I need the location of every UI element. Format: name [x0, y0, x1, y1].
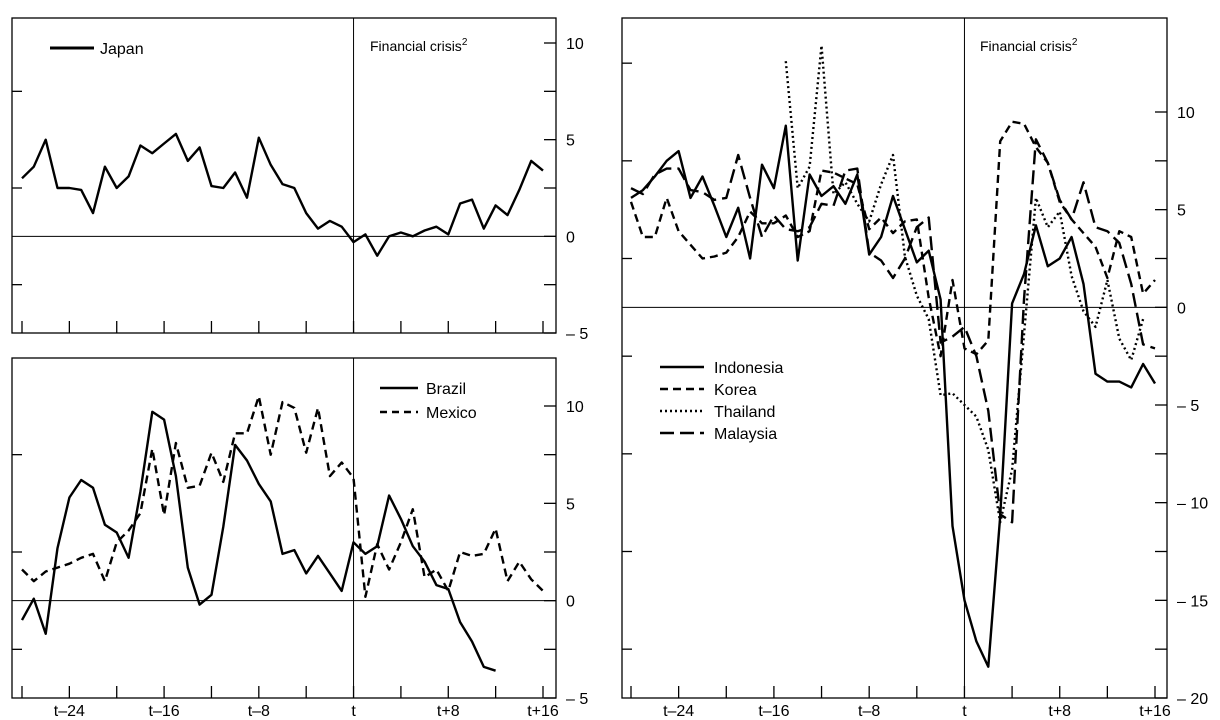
east-asia-plot-frame — [621, 17, 1168, 699]
latin-america-plot-frame — [11, 357, 557, 699]
east-asia-x-tick-label: t — [962, 703, 967, 720]
latin-america-x-tick-label: t+16 — [527, 703, 559, 720]
east-asia-x-tick-label: t+16 — [1139, 703, 1171, 720]
east-asia-x-tick-label: t–8 — [858, 703, 880, 720]
east-asia-x-tick-label: t–24 — [663, 703, 694, 720]
latin-america-y-tick-label: 10 — [566, 399, 584, 416]
latin-america-x-tick-label: t–8 — [248, 703, 270, 720]
series-line-korea — [629, 120, 1156, 358]
latin-america-x-tick-label: t–24 — [54, 703, 85, 720]
latin-america-panel: Brazil Mexico – 5 0 5 10 t–24 t–16 t–8 t t+8 t+16 — [11, 357, 588, 720]
east-asia-y-tick-label: – 10 — [1177, 496, 1208, 513]
east-asia-y-tick-label: 0 — [1177, 300, 1186, 317]
east-asia-panel: Financial crisis2 Indonesia Korea Thaila… — [621, 17, 1208, 720]
series-line-japan — [21, 132, 544, 257]
series-line-malaysia — [630, 138, 1156, 524]
latin-america-y-tick-label: – 5 — [566, 691, 588, 708]
east-asia-y-tick-label: 5 — [1177, 203, 1186, 220]
malaysia-legend-label: Malaysia — [714, 426, 777, 443]
east-asia-y-tick-label: – 20 — [1177, 691, 1208, 708]
east-asia-series-layer — [629, 44, 1157, 668]
east-asia-y-tick-label: – 15 — [1177, 593, 1208, 610]
japan-y-tick-label: 0 — [566, 229, 575, 246]
east-asia-crisis-label: Financial crisis2 — [980, 37, 1078, 54]
latin-america-series-layer — [20, 395, 544, 672]
latin-america-x-tick-label: t–16 — [149, 703, 180, 720]
japan-y-tick-label: 10 — [566, 36, 584, 53]
korea-legend-label: Korea — [714, 382, 757, 399]
brazil-legend-label: Brazil — [426, 381, 466, 398]
east-asia-x-tick-label: t+8 — [1048, 703, 1071, 720]
latin-america-x-tick-label: t — [351, 703, 356, 720]
east-asia-y-tick-label: – 5 — [1177, 398, 1199, 415]
japan-y-tick-label: – 5 — [566, 326, 588, 343]
japan-y-tick-label: 5 — [566, 133, 575, 150]
thailand-legend-label: Thailand — [714, 404, 775, 421]
mexico-legend-label: Mexico — [426, 405, 477, 422]
japan-crisis-label: Financial crisis2 — [370, 37, 468, 54]
series-line-indonesia — [630, 124, 1157, 668]
series-line-mexico — [21, 395, 544, 598]
indonesia-legend-label: Indonesia — [714, 360, 783, 377]
series-line-brazil — [20, 410, 496, 672]
latin-america-x-tick-label: t+8 — [437, 703, 460, 720]
japan-panel: Financial crisis2 Japan – 5 0 5 10 — [11, 17, 588, 343]
latin-america-y-tick-label: 0 — [566, 594, 575, 611]
latin-america-y-tick-label: 5 — [566, 496, 575, 513]
east-asia-x-tick-label: t–16 — [758, 703, 789, 720]
japan-legend-label: Japan — [100, 41, 144, 58]
east-asia-y-tick-label: 10 — [1177, 105, 1195, 122]
japan-plot-frame — [11, 17, 557, 334]
japan-series-layer — [21, 132, 544, 257]
